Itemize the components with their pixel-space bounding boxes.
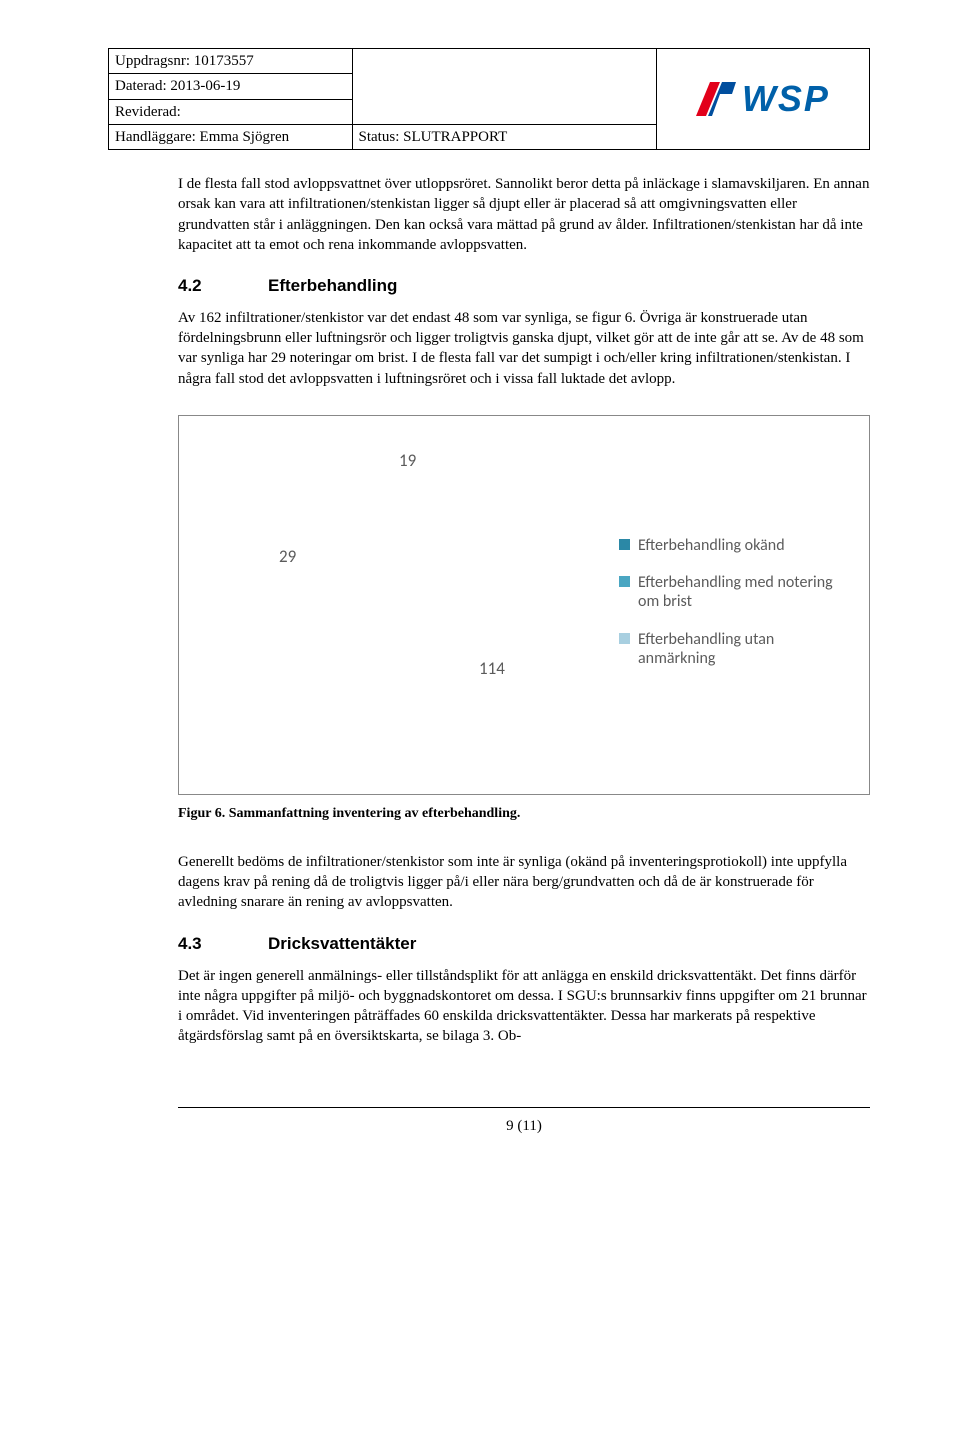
figure-caption: Figur 6. Sammanfattning inventering av e… — [178, 805, 870, 824]
section-title: Efterbehandling — [268, 276, 397, 295]
pie-label-114: 114 — [479, 658, 505, 681]
wsp-logo: WSP — [696, 75, 830, 124]
cell-logo: WSP — [656, 49, 869, 150]
page: Uppdragsnr: 10173557 WSP Daterad: 20 — [0, 0, 960, 1176]
page-number: 9 (11) — [178, 1116, 870, 1136]
paragraph-4: Det är ingen generell anmälnings- eller … — [178, 966, 870, 1047]
pie-legend: Efterbehandling okänd Efterbehandling me… — [619, 536, 839, 686]
section-number: 4.2 — [178, 275, 268, 298]
header-table: Uppdragsnr: 10173557 WSP Daterad: 20 — [108, 48, 870, 150]
pie-label-29: 29 — [279, 546, 296, 569]
wsp-logo-text: WSP — [742, 75, 830, 124]
footer-rule — [178, 1107, 870, 1108]
paragraph-3: Generellt bedöms de infiltrationer/stenk… — [178, 852, 870, 913]
section-number: 4.3 — [178, 933, 268, 956]
pie-chart — [269, 456, 569, 756]
pie-label-19: 19 — [399, 450, 416, 473]
cell-handlaggare: Handläggare: Emma Sjögren — [109, 124, 353, 149]
cell-daterad: Daterad: 2013-06-19 — [109, 74, 353, 99]
legend-item: Efterbehandling med notering om brist — [619, 573, 839, 611]
section-4-2-heading: 4.2Efterbehandling — [178, 275, 870, 298]
legend-label: Efterbehandling med notering om brist — [638, 573, 839, 611]
legend-item: Efterbehandling utan anmärkning — [619, 630, 839, 668]
content: I de flesta fall stod avloppsvattnet öve… — [178, 174, 870, 1136]
cell-uppdrag: Uppdragsnr: 10173557 — [109, 49, 353, 74]
section-title: Dricksvattentäkter — [268, 934, 416, 953]
legend-label: Efterbehandling okänd — [638, 536, 785, 555]
legend-swatch — [619, 633, 630, 644]
legend-swatch — [619, 576, 630, 587]
pie-chart-frame: 114 29 19 Efterbehandling okänd Efterbeh… — [178, 415, 870, 795]
document-header: Uppdragsnr: 10173557 WSP Daterad: 20 — [108, 48, 870, 150]
section-4-3-heading: 4.3Dricksvattentäkter — [178, 933, 870, 956]
cell-reviderad: Reviderad: — [109, 99, 353, 124]
cell-status: Status: SLUTRAPPORT — [352, 124, 656, 149]
cell-blank-top — [352, 49, 656, 125]
legend-label: Efterbehandling utan anmärkning — [638, 630, 839, 668]
legend-swatch — [619, 539, 630, 550]
paragraph-1: I de flesta fall stod avloppsvattnet öve… — [178, 174, 870, 255]
wsp-logo-icon — [696, 82, 736, 116]
legend-item: Efterbehandling okänd — [619, 536, 839, 555]
paragraph-2: Av 162 infiltrationer/stenkistor var det… — [178, 308, 870, 389]
